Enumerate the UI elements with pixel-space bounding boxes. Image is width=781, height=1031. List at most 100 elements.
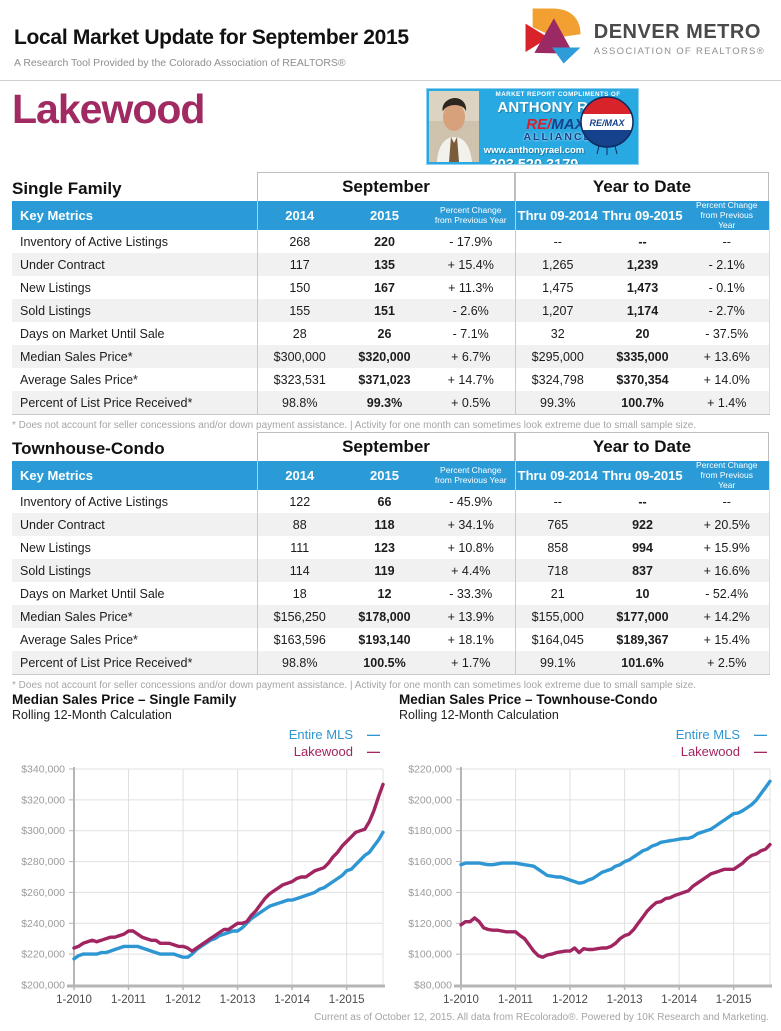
y-axis-label: $300,000 [21,825,65,837]
metric-value: 99.3% [514,391,600,415]
metric-value: 99.1% [514,651,600,675]
x-axis-label: 1-2011 [111,994,146,1006]
chart-subtitle: Rolling 12-Month Calculation [399,708,559,722]
series-lakewood [459,842,772,959]
table-row: New Listings 111 123 + 10.8% 858 994 + 15.9% [12,536,769,560]
metric-value: + 34.1% [427,513,515,537]
metric-value: $300,000 [256,345,342,369]
metric-value: 114 [256,559,342,583]
chart-legend: Entire MLS — Lakewood — [676,726,767,760]
series-entire-mls [72,830,385,961]
charts-section: Median Sales Price – Single Family Rolli… [12,692,772,1008]
metric-value: 122 [256,490,342,514]
series-lakewood [72,782,385,953]
table-row: Days on Market Until Sale 18 12 - 33.3% 21 10… [12,582,769,606]
metric-label: New Listings [20,540,91,555]
metric-value: + 14.2% [685,605,769,629]
y-axis-label: $180,000 [408,825,452,837]
metric-value: $370,354 [616,372,669,387]
table-row: New Listings 150 167 + 11.3% 1,475 1,473 - 0.1… [12,276,769,300]
metric-label: Inventory of Active Listings [20,494,168,509]
x-axis-label: 1-2015 [329,994,365,1006]
x-axis-label: 1-2012 [165,994,201,1006]
metric-label: Average Sales Price* [20,372,138,387]
metric-value: 837 [600,559,685,583]
metric-value: $177,000 [600,605,685,629]
chart-legend: Entire MLS — Lakewood — [289,726,380,760]
y-axis-label: $220,000 [408,764,452,776]
table-row: Average Sales Price* $163,596 $193,140 + 18… [12,628,769,652]
metric-label: New Listings [20,280,91,295]
agent-photo [429,91,479,162]
y-axis-label: $280,000 [21,856,65,868]
x-axis-label: 1-2010 [443,994,479,1006]
banner-text: MARKET REPORT COMPLIMENTS OF ANTHONY RAE… [480,91,636,164]
metric-label: Average Sales Price* [20,632,138,647]
y-axis-label: $340,000 [21,764,65,776]
x-axis-label: 1-2012 [552,994,588,1006]
remax-wordmark: RE/MAX® [526,116,590,133]
dmar-logo: DENVER METRO ASSOCIATION OF REALTORS® [522,6,765,71]
table-row: Inventory of Active Listings 268 220 - 17.9… [12,230,769,254]
metric-label: Median Sales Price* [12,605,257,629]
metric-value: - 2.1% [685,253,769,277]
metric-value: $163,596 [256,628,342,652]
metric-value: 268 [256,230,342,254]
metric-value: 99.3% [342,391,427,415]
col-header: Thru 09-2015 [600,461,685,491]
remax-balloon-icon: RE/MAX [579,95,635,162]
metric-value: + 13.6% [685,345,769,369]
metric-value: + 6.7% [427,345,515,369]
table-row: Median Sales Price* $300,000 $320,000 + 6.7… [12,345,769,369]
table-row: Under Contract 88 118 + 34.1% 765 922 + 20.5% [12,513,769,537]
y-axis-label: $120,000 [408,918,452,930]
line-chart-townhouse-condo: $80,000 $100,000 $120,000 $140,000 $160,000 $… [408,764,772,1006]
table-footnote: * Does not account for seller concession… [12,679,697,691]
metric-value: 922 [600,513,685,537]
dmar-logo-text: DENVER METRO ASSOCIATION OF REALTORS® [594,21,765,57]
metric-value: 135 [342,253,427,277]
footer-text: Current as of October 12, 2015. All data… [314,1012,769,1023]
group-header-ytd: Year to Date [515,172,769,201]
metric-value: + 20.5% [685,513,769,537]
metric-value: 1,207 [514,299,600,323]
metric-value: 155 [256,299,342,323]
x-axis-label: 1-2013 [220,994,256,1006]
metric-value: 21 [514,582,600,606]
metric-value: 167 [374,280,395,295]
metric-value: $295,000 [514,345,600,369]
chart-subtitle: Rolling 12-Month Calculation [12,708,172,722]
metric-value: 111 [256,536,342,560]
y-axis-label: $240,000 [21,918,65,930]
y-axis-label: $260,000 [21,887,65,899]
col-header: 2015 [342,461,427,491]
x-axis-label: 1-2014 [274,994,310,1006]
col-header: 2014 [256,201,342,231]
table-row: Sold Listings 155 151- 2.6% 1,207 1,174- 2.7… [12,299,769,323]
metric-value: 1,239 [600,253,685,277]
x-axis-label: 1-2015 [716,994,752,1006]
metric-value: 100.5% [342,651,427,675]
metric-value: - 33.3% [449,586,493,601]
metric-value: - 0.1% [708,280,745,295]
metric-value: 98.8% [256,651,342,675]
table-group-header: Single Family September Year to Date [12,172,769,201]
metric-value: - 2.6% [427,299,515,323]
col-header: Percent Change from Previous Year [685,200,769,231]
metric-value: $156,250 [256,605,342,629]
metric-label: Percent of List Price Received* [12,651,257,675]
metric-value: 220 [374,234,395,249]
metric-value: 1,473 [626,280,659,295]
metric-value: 98.8% [256,391,342,415]
metric-value: 119 [342,559,427,583]
metric-value: 20 [635,326,650,341]
x-axis-label: 1-2014 [661,994,697,1006]
table-row: Sold Listings 114 119 + 4.4% 718 837 + 16.6% [12,559,769,583]
alliance-text: ALLIANCE [523,131,593,143]
metric-label: Sold Listings [12,559,257,583]
compliments-text: MARKET REPORT COMPLIMENTS OF [495,91,621,98]
metric-value: 123 [374,540,395,555]
x-axis-label: 1-2011 [498,994,533,1006]
metric-value: 26 [377,326,392,341]
key-metrics-header-row: Key Metrics 2014 2015 Percent Change from P… [12,200,769,231]
